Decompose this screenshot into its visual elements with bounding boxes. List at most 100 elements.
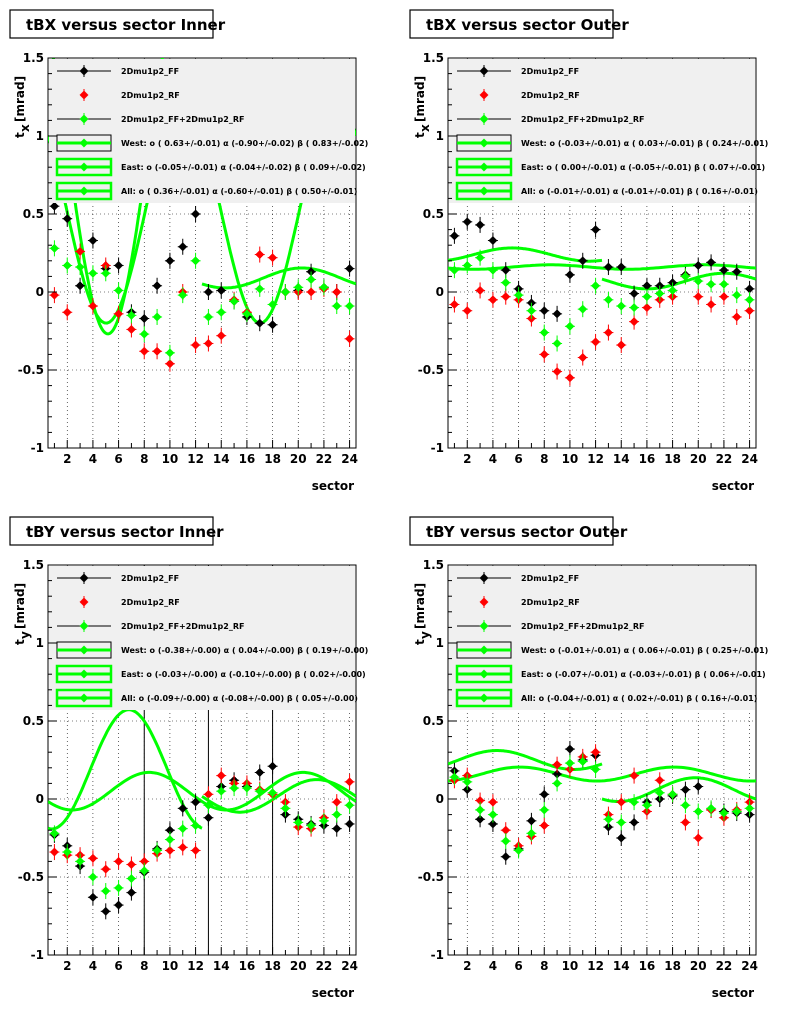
series-3 bbox=[49, 240, 355, 361]
data-point bbox=[332, 797, 342, 807]
y-tick-label: -1 bbox=[431, 441, 444, 455]
data-point bbox=[165, 348, 175, 358]
plot-area bbox=[48, 708, 356, 920]
y-tick-label: -0.5 bbox=[18, 363, 44, 377]
data-point bbox=[88, 235, 98, 246]
x-tick-label: 20 bbox=[690, 959, 707, 973]
data-point bbox=[565, 270, 575, 280]
data-point bbox=[693, 781, 703, 792]
data-point bbox=[475, 285, 485, 295]
legend-marker bbox=[479, 573, 489, 583]
legend-marker bbox=[479, 645, 489, 655]
fit-curve-all bbox=[448, 263, 756, 271]
data-point bbox=[345, 819, 355, 829]
data-point bbox=[178, 824, 188, 834]
y-tick-label: 1.5 bbox=[23, 51, 44, 65]
data-point bbox=[526, 828, 536, 838]
data-point bbox=[114, 309, 124, 319]
data-point bbox=[655, 788, 665, 798]
data-point bbox=[680, 800, 690, 810]
data-point bbox=[268, 299, 278, 310]
data-point bbox=[203, 312, 213, 322]
y-tick-label: 0.5 bbox=[423, 714, 444, 728]
legend-entry: 2Dmu1p2_RF bbox=[121, 598, 180, 607]
data-point bbox=[693, 833, 703, 843]
legend-entry: East: o (-0.07+/-0.01) α (-0.03+/-0.01) … bbox=[521, 670, 766, 679]
data-point bbox=[191, 340, 201, 350]
legend-marker bbox=[479, 597, 489, 607]
legend-marker bbox=[79, 66, 89, 76]
chart-title: tBY versus sector Outer bbox=[426, 523, 628, 541]
y-tick-label: 0.5 bbox=[23, 714, 44, 728]
x-tick-label: 10 bbox=[562, 959, 579, 973]
x-tick-label: 6 bbox=[114, 452, 122, 466]
data-point bbox=[719, 292, 729, 302]
fit-curve-east bbox=[201, 266, 356, 290]
data-point bbox=[216, 285, 226, 295]
data-point bbox=[319, 282, 329, 292]
data-point bbox=[693, 292, 703, 302]
data-point bbox=[629, 317, 639, 327]
axes: 2 4 6 8 10 12 14 16 18 20 22 24-1-0.500.511.5 bbox=[18, 558, 358, 973]
data-point bbox=[642, 303, 652, 313]
fit-curve-west bbox=[448, 749, 603, 771]
data-point bbox=[745, 306, 755, 316]
data-point bbox=[255, 250, 265, 260]
y-tick-label: -0.5 bbox=[18, 870, 44, 884]
data-point bbox=[475, 253, 485, 263]
data-point bbox=[655, 289, 665, 299]
x-tick-label: 14 bbox=[213, 959, 230, 973]
data-point bbox=[268, 320, 278, 330]
data-point bbox=[242, 309, 252, 319]
y-tick-label: -1 bbox=[431, 948, 444, 962]
data-point bbox=[462, 777, 472, 787]
chart-title: tBX versus sector Outer bbox=[426, 16, 629, 34]
data-point bbox=[191, 845, 201, 856]
data-point bbox=[152, 346, 162, 356]
data-point bbox=[629, 817, 639, 827]
y-tick-label: -1 bbox=[31, 441, 44, 455]
y-axis-label-main: t bbox=[13, 132, 27, 138]
data-point bbox=[616, 340, 626, 350]
legend-marker bbox=[79, 573, 89, 583]
fit-curve-west bbox=[448, 246, 603, 263]
data-point bbox=[88, 892, 98, 902]
data-point bbox=[216, 331, 226, 341]
x-tick-label: 16 bbox=[639, 452, 656, 466]
data-point bbox=[101, 886, 111, 896]
y-axis-label-sub: x bbox=[418, 124, 432, 132]
data-point bbox=[591, 281, 601, 291]
y-tick-label: -0.5 bbox=[418, 870, 444, 884]
y-tick-label: 1.5 bbox=[423, 558, 444, 572]
data-point bbox=[126, 324, 136, 334]
chart-title-box bbox=[9, 9, 214, 39]
data-point bbox=[62, 307, 72, 317]
data-point bbox=[203, 800, 213, 810]
data-point bbox=[49, 290, 59, 300]
data-point bbox=[75, 246, 85, 256]
data-point bbox=[488, 295, 498, 305]
legend-entry: 2Dmu1p2_FF+2Dmu1p2_RF bbox=[521, 115, 644, 124]
legend-bg bbox=[49, 59, 355, 203]
data-point bbox=[603, 814, 613, 824]
y-tick-label: 0 bbox=[36, 792, 44, 806]
data-point bbox=[165, 359, 175, 369]
x-tick-label: 14 bbox=[613, 959, 630, 973]
axes: 2 4 6 8 10 12 14 16 18 20 22 24-1-0.500.511.5 bbox=[418, 558, 758, 973]
x-tick-label: 24 bbox=[341, 452, 358, 466]
data-point bbox=[603, 328, 613, 338]
data-point bbox=[745, 295, 755, 305]
y-axis-label-sub: x bbox=[18, 124, 32, 132]
data-point bbox=[526, 306, 536, 316]
data-point bbox=[475, 814, 485, 824]
x-tick-label: 18 bbox=[264, 452, 281, 466]
legend-entry: 2Dmu1p2_RF bbox=[121, 91, 180, 100]
data-point bbox=[475, 805, 485, 815]
data-point bbox=[191, 820, 201, 831]
legend-entry: 2Dmu1p2_FF bbox=[121, 67, 179, 76]
x-axis-label: sector bbox=[712, 986, 754, 1000]
data-point bbox=[203, 338, 213, 349]
legend-marker bbox=[479, 621, 489, 631]
plot-area bbox=[448, 741, 756, 865]
legend: 2Dmu1p2_FF 2Dmu1p2_RF 2Dmu1p2_FF+2Dmu1p2_R… bbox=[449, 59, 768, 203]
